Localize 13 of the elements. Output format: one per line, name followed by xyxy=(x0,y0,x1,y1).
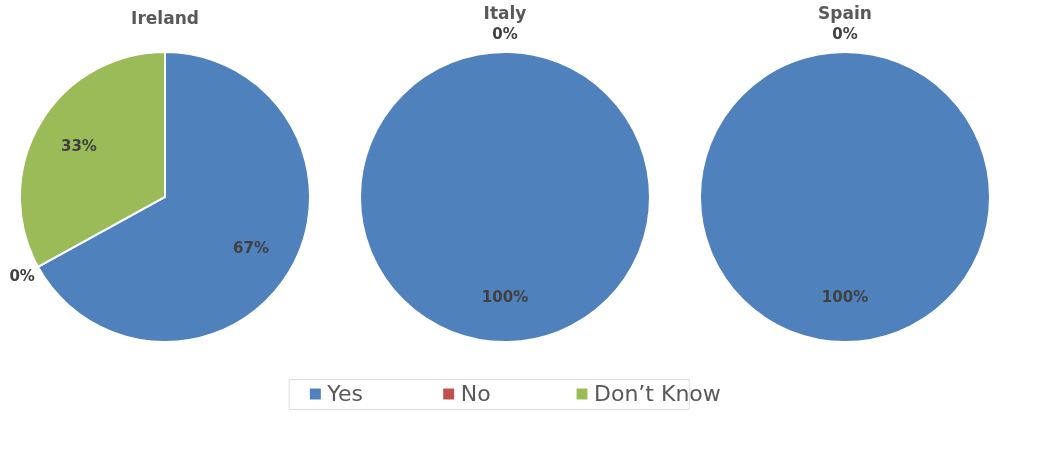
legend-label: No xyxy=(460,381,491,406)
data-label: 100% xyxy=(821,288,869,306)
data-label: 67% xyxy=(233,238,270,257)
text: 0% xyxy=(492,25,518,43)
legend-label: Don’t Know xyxy=(594,381,721,406)
chart-title: Italy xyxy=(483,3,527,23)
legend-label: Yes xyxy=(326,381,363,406)
chart-title: Ireland xyxy=(131,8,199,28)
text: 0% xyxy=(832,25,858,43)
chart-title: Spain xyxy=(818,3,872,23)
text: 0% xyxy=(9,266,35,285)
data-label: 100% xyxy=(481,288,529,306)
data-label: 33% xyxy=(60,137,97,156)
